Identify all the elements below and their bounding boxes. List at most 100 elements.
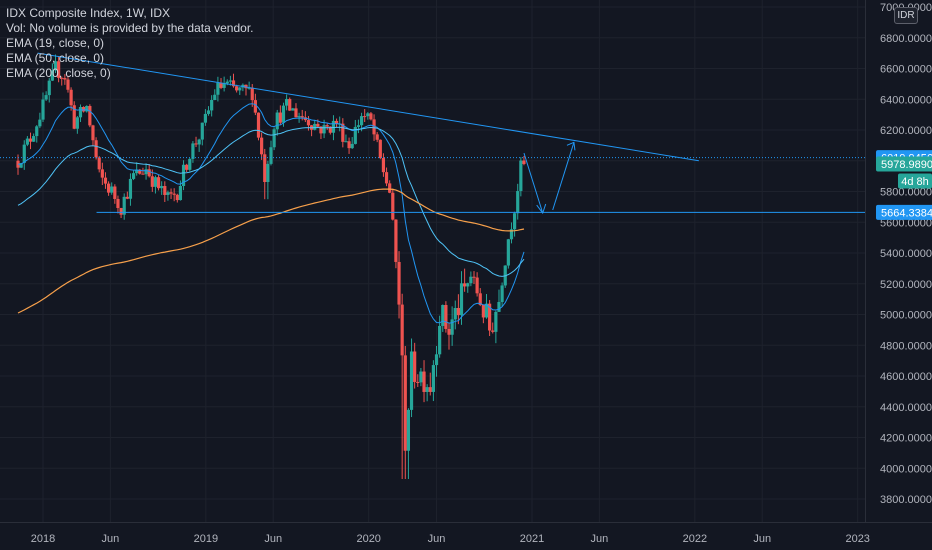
- y-tick-label: 3800.0000: [880, 494, 932, 506]
- x-tick-label: 2020: [356, 533, 380, 545]
- candle-body-down: [219, 82, 223, 88]
- candle-body-down: [416, 381, 420, 383]
- candle-body-down: [488, 303, 492, 331]
- legend-volume-note: Vol: No volume is provided by the data v…: [6, 21, 254, 35]
- candle-body-up: [500, 285, 504, 302]
- candle-body-up: [453, 307, 457, 320]
- legend-title[interactable]: IDX Composite Index, 1W, IDX: [6, 6, 171, 20]
- candle-body-down: [288, 99, 292, 111]
- candle-body-up: [450, 319, 454, 335]
- candle-body-down: [147, 169, 151, 177]
- candle-body-up: [484, 303, 489, 318]
- ema200-line: [17, 188, 525, 314]
- y-tick-label: 5600.0000: [880, 217, 932, 229]
- x-tick-label: Jun: [590, 533, 608, 545]
- candle-body-up: [344, 141, 348, 143]
- candle-body-up: [41, 99, 45, 120]
- candle-body-down: [244, 84, 248, 89]
- legend-ema200[interactable]: EMA (200, close, 0): [6, 66, 111, 80]
- candle-body-down: [57, 61, 61, 78]
- candle-body-up: [44, 95, 48, 100]
- candle-body-down: [263, 154, 267, 182]
- candle-body-down: [334, 120, 339, 124]
- candle-body-down: [91, 125, 95, 141]
- candle-body-up: [419, 371, 423, 383]
- x-tick-label: Jun: [753, 533, 771, 545]
- candle-body-up: [509, 229, 514, 240]
- candle-body-up: [188, 158, 192, 170]
- candle-body-up: [131, 173, 136, 179]
- candle-body-up: [409, 351, 414, 410]
- candle-body-up: [32, 136, 36, 142]
- y-tick-label: 5200.0000: [880, 279, 932, 291]
- candle-body-down: [253, 100, 257, 113]
- candle-body-down: [231, 80, 236, 87]
- candle-body-down: [388, 183, 392, 193]
- candle-body-up: [210, 100, 214, 111]
- currency-badge[interactable]: IDR: [894, 7, 918, 24]
- candle-body-up: [459, 283, 464, 316]
- candle-body-down: [94, 140, 98, 158]
- candle-body-down: [60, 77, 64, 79]
- candle-body-up: [160, 186, 164, 189]
- candle-body-down: [138, 169, 142, 174]
- candle-body-up: [269, 147, 273, 164]
- candle-body-down: [150, 176, 154, 187]
- candle-body-down: [400, 304, 404, 356]
- candle-body-down: [175, 194, 179, 201]
- candle-body-down: [82, 107, 86, 112]
- candle-body-down: [403, 355, 407, 451]
- candle-body-down: [172, 193, 176, 195]
- candle-body-down: [156, 177, 161, 189]
- candle-body-down: [97, 157, 101, 170]
- candle-body-up: [75, 117, 79, 129]
- candle-body-up: [350, 143, 354, 149]
- candle-body-up: [181, 164, 186, 186]
- candle-body-down: [369, 113, 373, 120]
- candle-body-up: [122, 196, 126, 215]
- candle-body-down: [472, 276, 476, 278]
- candle-body-down: [28, 138, 33, 142]
- candle-body-up: [197, 139, 201, 145]
- candle-body-down: [294, 108, 298, 118]
- candle-body-down: [491, 330, 495, 332]
- legend-ema19[interactable]: EMA (19, close, 0): [6, 36, 105, 50]
- candle-body-down: [69, 89, 73, 106]
- candle-body-up: [216, 82, 220, 95]
- y-tick-label: 6400.0000: [880, 94, 932, 106]
- price-tag-label: 5978.9890: [881, 159, 932, 171]
- candle-body-up: [35, 126, 39, 137]
- candle-body-up: [281, 105, 286, 123]
- candle-body-down: [375, 134, 379, 140]
- y-tick-label: 4600.0000: [880, 371, 932, 383]
- candle-body-up: [135, 169, 139, 174]
- candle-body-up: [494, 311, 498, 332]
- candle-body-up: [53, 61, 58, 71]
- candle-body-up: [153, 177, 158, 187]
- candle-body-up: [441, 304, 445, 326]
- candle-body-down: [306, 120, 311, 126]
- candle-body-up: [144, 169, 148, 175]
- y-tick-label: 4200.0000: [880, 433, 932, 445]
- candle-body-up: [359, 116, 364, 126]
- ema19-line: [17, 103, 525, 324]
- y-tick-label: 6200.0000: [880, 125, 932, 137]
- candle-body-up: [353, 126, 357, 144]
- candle-body-down: [163, 186, 167, 195]
- legend-ema50[interactable]: EMA (50, close, 0): [6, 51, 105, 65]
- price-tag-label: 5664.3384: [881, 207, 932, 219]
- price-tag-bg: [898, 173, 932, 189]
- candle-body-down: [372, 119, 376, 135]
- arrowhead-down: [536, 203, 547, 215]
- candle-body-down: [325, 125, 329, 127]
- candle-body-down: [235, 86, 239, 91]
- candle-body-up: [19, 162, 23, 168]
- candle-body-down: [397, 261, 401, 305]
- candle-body-down: [381, 158, 386, 173]
- candle-body-up: [516, 191, 520, 214]
- descending-trendline: [37, 52, 699, 162]
- candle-body-down: [384, 172, 389, 184]
- candle-body-up: [272, 129, 276, 148]
- price-tag-bg: [876, 156, 932, 172]
